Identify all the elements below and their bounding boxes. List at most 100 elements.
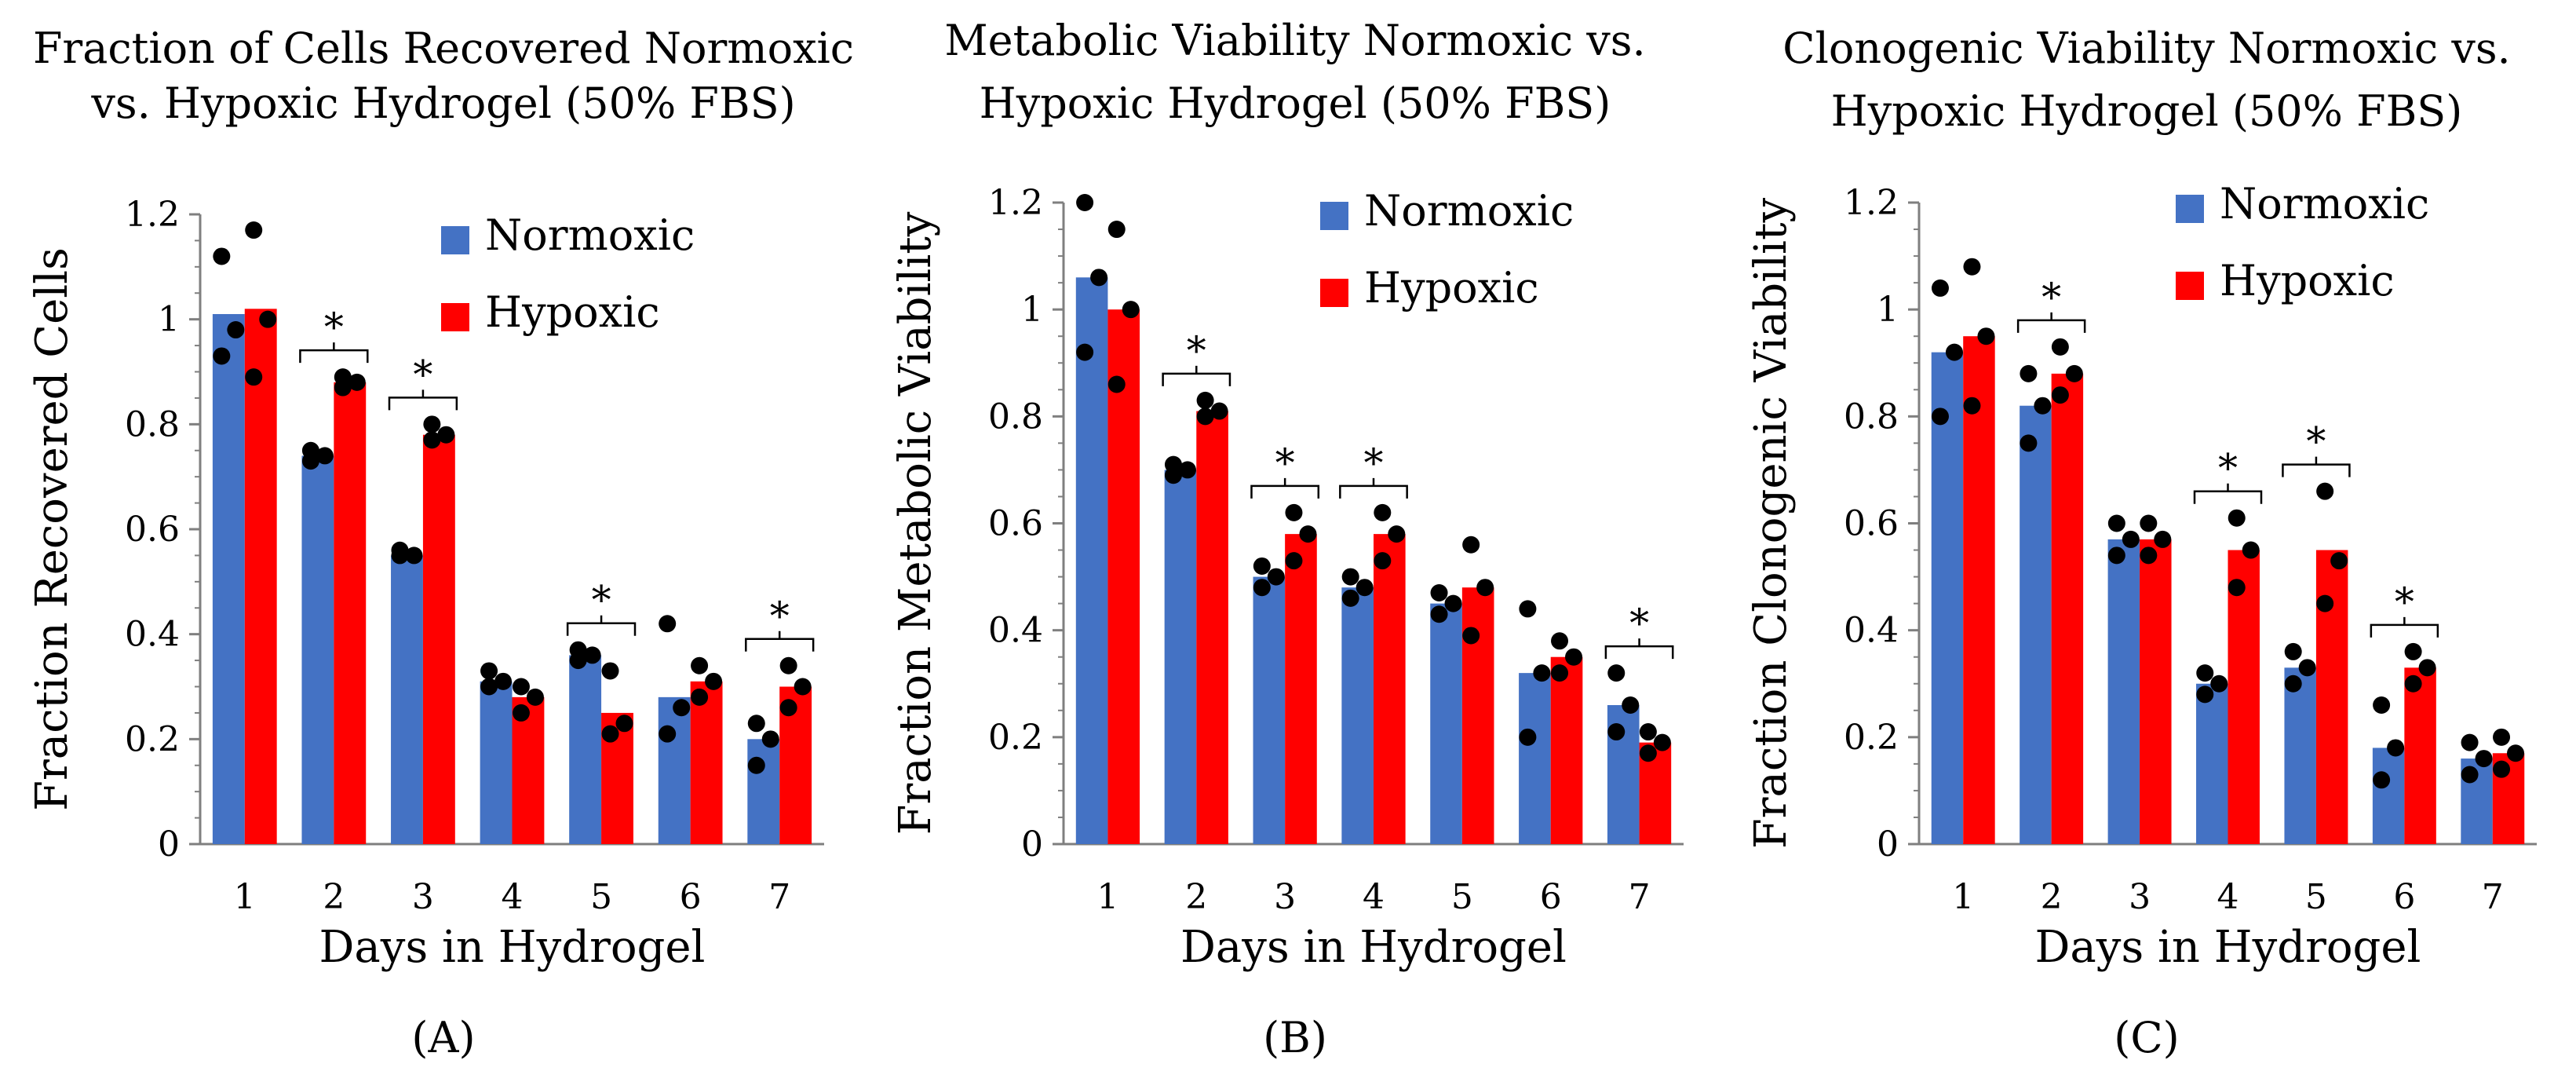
bar-hypoxic — [690, 681, 723, 844]
point-hypoxic — [2418, 659, 2436, 677]
legend-label-hypoxic: Hypoxic — [2220, 256, 2395, 305]
point-normoxic — [747, 715, 765, 733]
x-tick-label: 3 — [412, 877, 434, 917]
x-tick-label: 2 — [323, 877, 345, 917]
chart-title-line: vs. Hypoxic Hydrogel (50% FBS) — [90, 79, 795, 128]
point-normoxic — [480, 678, 498, 696]
point-normoxic — [1607, 664, 1626, 682]
x-tick-label: 4 — [1363, 877, 1385, 917]
point-normoxic — [2298, 659, 2316, 677]
significance-bracket — [2193, 483, 2263, 504]
legend-swatch-hypoxic — [441, 303, 469, 331]
significance-star: * — [770, 594, 790, 639]
bar-hypoxic — [1374, 534, 1406, 844]
bar-hypoxic — [2140, 539, 2172, 844]
point-normoxic — [1607, 723, 1626, 741]
legend-label-normoxic: Normoxic — [2220, 179, 2429, 228]
bar-normoxic — [2020, 405, 2052, 844]
y-tick-label: 0.6 — [1844, 504, 1899, 544]
point-hypoxic — [601, 662, 619, 680]
legend-swatch-normoxic — [441, 226, 469, 254]
point-hypoxic — [437, 426, 455, 444]
bar-hypoxic — [1550, 656, 1583, 844]
point-hypoxic — [1285, 503, 1303, 521]
legend-swatch-normoxic — [2176, 195, 2204, 223]
bar-hypoxic — [2051, 373, 2084, 844]
point-hypoxic — [1107, 375, 1126, 393]
y-tick-label: 0.2 — [988, 718, 1043, 758]
x-tick-label: 1 — [1096, 877, 1118, 917]
significance-bracket — [2016, 312, 2086, 333]
point-hypoxic — [2065, 364, 2083, 382]
point-normoxic — [2196, 685, 2214, 704]
point-hypoxic — [2330, 552, 2348, 570]
point-normoxic — [1356, 579, 1374, 597]
point-hypoxic — [2507, 744, 2525, 762]
point-normoxic — [1090, 269, 1108, 287]
panel-label: (C) — [2114, 1013, 2179, 1062]
panel-b: Metabolic Viability Normoxic vs. Hypoxic … — [890, 16, 1684, 1062]
panel-label: (B) — [1263, 1013, 1327, 1062]
y-tick-label: 1.2 — [988, 183, 1043, 223]
y-tick-label: 1 — [158, 300, 180, 340]
significance-bracket — [1604, 638, 1674, 660]
point-hypoxic — [601, 725, 619, 743]
point-normoxic — [1253, 557, 1271, 575]
x-tick-label: 5 — [1451, 877, 1473, 917]
point-hypoxic — [1299, 525, 1317, 543]
bar-normoxic — [391, 555, 423, 844]
point-hypoxic — [691, 656, 709, 674]
point-normoxic — [1253, 579, 1271, 597]
panel-label: (A) — [411, 1013, 475, 1062]
point-hypoxic — [1963, 397, 1981, 415]
point-normoxic — [583, 646, 601, 664]
point-hypoxic — [779, 699, 797, 717]
y-tick-label: 1.2 — [1844, 183, 1899, 223]
x-tick-label: 6 — [1540, 877, 1562, 917]
point-hypoxic — [2140, 514, 2158, 532]
point-normoxic — [2373, 696, 2391, 714]
point-hypoxic — [1551, 664, 1569, 682]
point-normoxic — [1622, 696, 1640, 714]
bar-normoxic — [1430, 603, 1462, 844]
chart-title-line: Hypoxic Hydrogel (50% FBS) — [980, 79, 1611, 128]
point-normoxic — [2122, 530, 2140, 548]
point-hypoxic — [1462, 627, 1480, 645]
bar-hypoxic — [422, 434, 455, 844]
x-tick-label: 3 — [1274, 877, 1296, 917]
point-hypoxic — [423, 431, 441, 449]
point-normoxic — [1444, 594, 1462, 612]
chart-title-line: Metabolic Viability Normoxic vs. — [944, 16, 1645, 65]
point-normoxic — [1341, 568, 1359, 586]
point-normoxic — [480, 662, 498, 680]
significance-bracket — [388, 389, 458, 411]
point-hypoxic — [334, 368, 352, 386]
point-hypoxic — [1196, 408, 1214, 426]
point-hypoxic — [512, 704, 530, 722]
x-axis-title: Days in Hydrogel — [319, 922, 706, 973]
significance-bracket — [1162, 365, 1231, 386]
y-tick-label: 0.8 — [1844, 397, 1899, 437]
significance-star: * — [2041, 275, 2061, 320]
point-normoxic — [1267, 568, 1285, 586]
y-tick-label: 0 — [1021, 824, 1043, 865]
bar-normoxic — [1931, 352, 1964, 845]
x-tick-label: 1 — [1952, 877, 1974, 917]
point-hypoxic — [1565, 648, 1583, 666]
y-tick-label: 1 — [1021, 290, 1043, 330]
y-tick-label: 0.8 — [988, 397, 1043, 437]
point-hypoxic — [2154, 530, 2172, 548]
point-hypoxic — [2140, 546, 2158, 565]
point-normoxic — [1519, 728, 1537, 746]
point-hypoxic — [1285, 552, 1303, 570]
bar-hypoxic — [512, 696, 545, 844]
point-normoxic — [1076, 194, 1094, 211]
point-normoxic — [1430, 584, 1448, 602]
point-hypoxic — [615, 715, 633, 733]
point-hypoxic — [2051, 338, 2069, 356]
point-normoxic — [227, 321, 245, 339]
point-normoxic — [2461, 733, 2479, 751]
bar-normoxic — [569, 655, 602, 844]
point-normoxic — [2461, 766, 2479, 784]
y-tick-label: 0 — [1877, 824, 1899, 865]
